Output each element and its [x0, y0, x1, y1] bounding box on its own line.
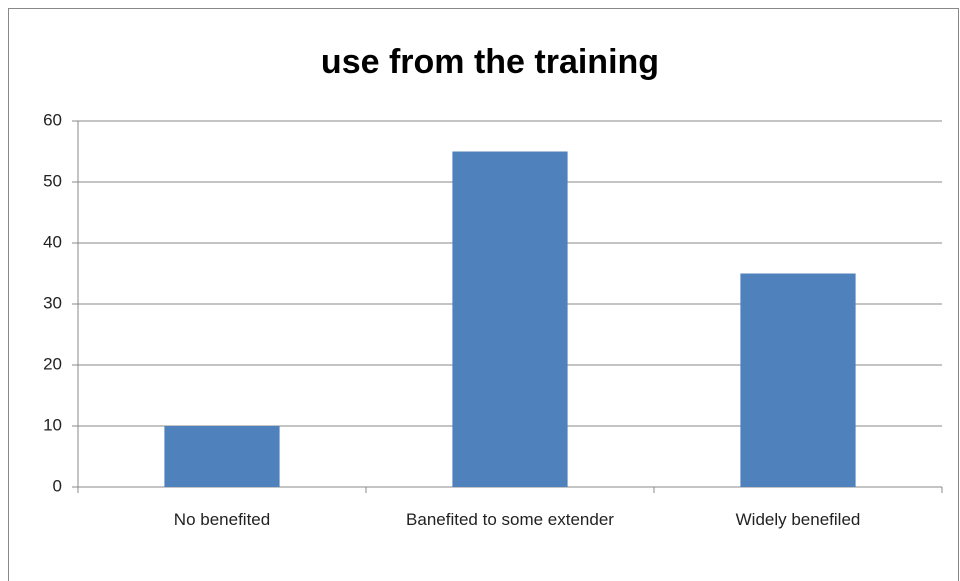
y-tick-label: 10 — [43, 415, 62, 434]
chart-title: use from the training — [321, 43, 659, 81]
x-tick-label: Widely benefiled — [735, 510, 861, 529]
bar — [164, 426, 280, 487]
bar — [740, 273, 856, 487]
y-tick-label: 40 — [43, 232, 62, 251]
x-tick-label: No benefited — [173, 510, 271, 529]
x-tick-label: Banefited to some extender — [406, 510, 614, 529]
y-tick-label: 0 — [53, 476, 62, 495]
y-tick-label: 60 — [43, 110, 62, 129]
y-tick-label: 20 — [43, 354, 62, 373]
y-tick-label: 50 — [43, 171, 62, 190]
y-tick-label: 30 — [43, 293, 62, 312]
bar — [452, 151, 568, 487]
